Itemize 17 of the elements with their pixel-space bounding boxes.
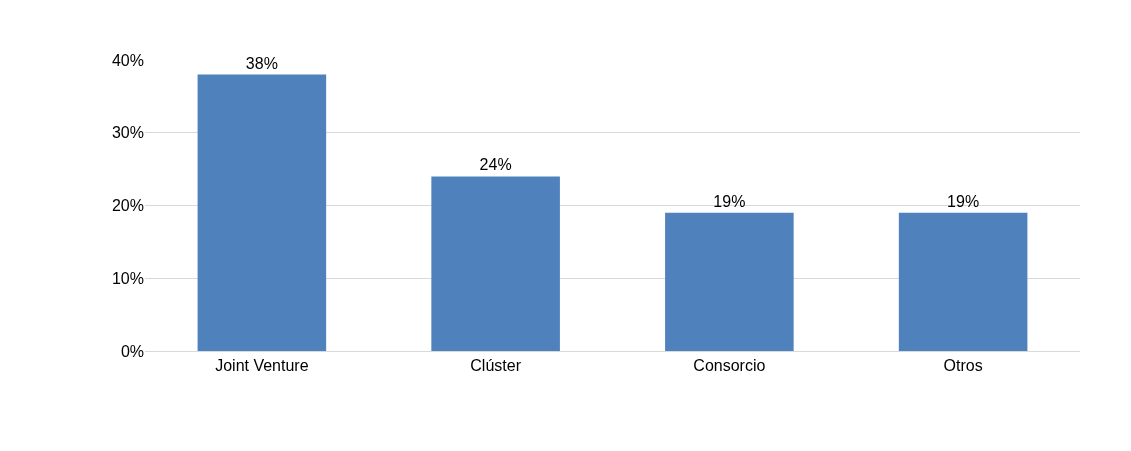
data-label: 24% <box>479 156 512 174</box>
bar <box>197 74 327 351</box>
bar <box>665 212 794 351</box>
y-tick-label: 10% <box>111 269 144 287</box>
data-label: 19% <box>947 192 980 210</box>
y-tick-label: 0% <box>120 342 144 360</box>
x-tick-label: Joint Venture <box>215 357 309 375</box>
x-tick-label: Clúster <box>470 357 522 375</box>
y-tick-label: 30% <box>111 124 144 142</box>
data-label: 19% <box>713 192 746 210</box>
data-label: 38% <box>245 54 278 72</box>
x-tick-label: Consorcio <box>693 357 766 375</box>
y-tick-label: 40% <box>111 51 144 69</box>
bar <box>431 176 560 351</box>
y-tick-label: 20% <box>111 197 144 215</box>
bar <box>898 212 1028 351</box>
x-tick-label: Otros <box>943 357 983 375</box>
